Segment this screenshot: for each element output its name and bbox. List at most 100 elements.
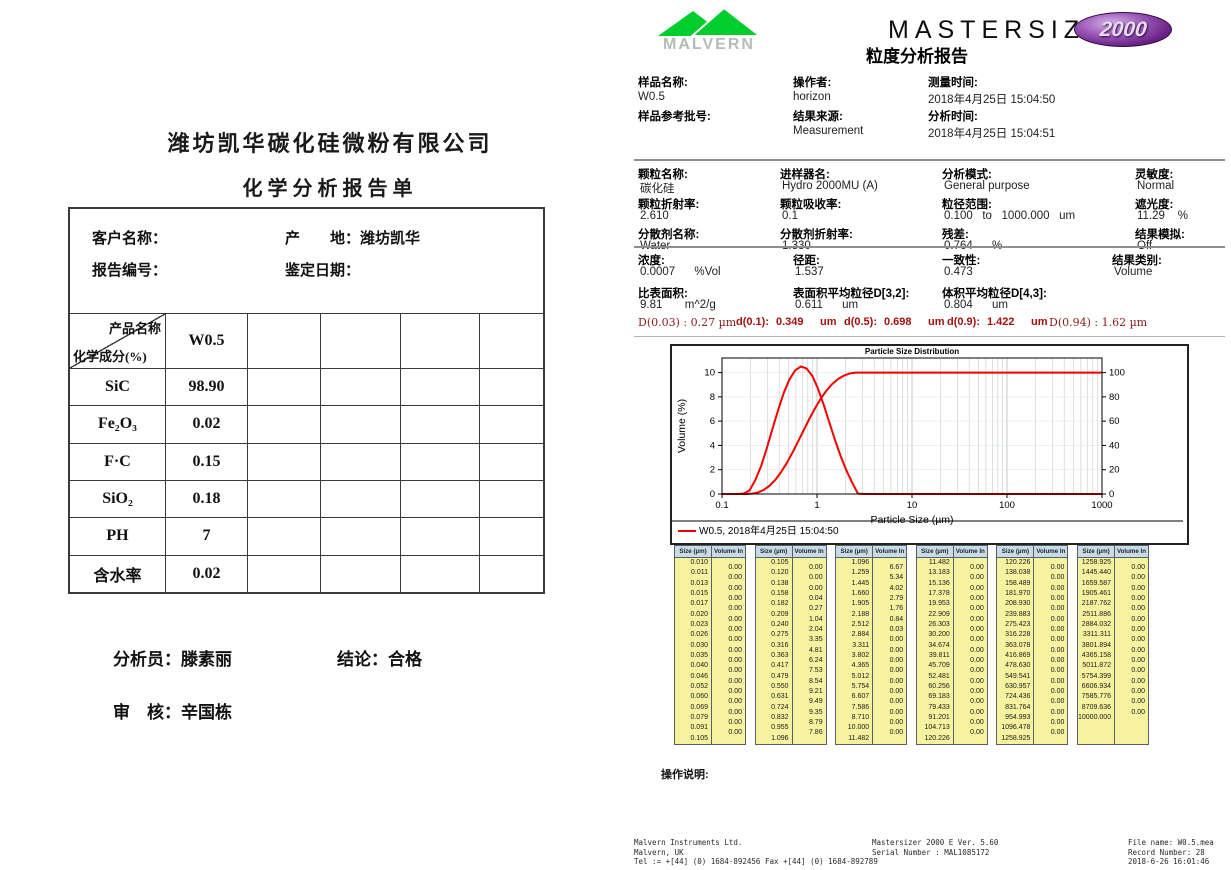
size-value: 0.240 — [771, 620, 789, 628]
footer-left: Malvern Instruments Ltd. Malvern, UK Tel :… — [634, 838, 878, 867]
component-value-cell: 0.02 — [165, 554, 247, 592]
field-label: 进样器名: — [780, 169, 830, 181]
component-name-cell: Fe₂O₃ — [70, 405, 165, 442]
divider-1 — [634, 159, 1225, 161]
volume-value: 0.03 — [889, 625, 904, 633]
size-value: 3.311 — [852, 641, 870, 649]
size-table-body: 1258.925 1445.440 1659.587 1905.461 2187.762… — [1078, 558, 1148, 744]
size-value: 19.953 — [928, 600, 950, 608]
field-label: 体积平均粒径D[4,3]: — [942, 288, 1047, 300]
svg-text:0: 0 — [710, 489, 715, 500]
volume-column: 6.67 5.34 4.02 2.79 1.76 0.84 0.03 0.00 0.00 0.00… — [873, 558, 906, 744]
volume-column: 0.00 0.00 0.00 0.00 0.00 0.00 0.00 0.00 0.00 0.00… — [712, 558, 745, 744]
empty-cell — [479, 405, 543, 443]
volume-value: 0.00 — [728, 636, 742, 644]
size-value: 1.096 — [851, 559, 870, 566]
corner-top-label: 产品名称 — [108, 321, 161, 336]
empty-cell — [320, 442, 400, 480]
d-value-label: d(0.9): — [947, 316, 980, 328]
size-table-header: Size (µm)Volume In % — [997, 546, 1068, 558]
volume-value: 4.02 — [889, 584, 904, 592]
field-label: 结果模拟: — [1135, 229, 1185, 241]
size-value: 6606.934 — [1081, 682, 1111, 690]
empty-cell — [400, 554, 479, 592]
empty-cell — [247, 517, 320, 555]
size-table-body: 120.226 138.038 158.489 181.970 208.930 239.8… — [997, 558, 1067, 744]
size-value: 0.026 — [690, 631, 708, 639]
volume-value: 0.00 — [1050, 656, 1065, 664]
empty-cell — [400, 368, 479, 406]
size-value: 724.436 — [1005, 693, 1031, 701]
size-value: 22.909 — [928, 610, 950, 618]
reviewer-line: 审 核：辛国栋 — [113, 703, 232, 722]
component-value-cell: 0.02 — [165, 405, 247, 443]
volume-value: 0.00 — [1131, 698, 1145, 706]
size-value: 4365.158 — [1081, 651, 1111, 659]
svg-text:1000: 1000 — [1091, 500, 1112, 511]
size-value: 45.709 — [928, 662, 950, 670]
size-value: 0.060 — [690, 693, 708, 701]
volume-value: 0.00 — [889, 656, 904, 664]
size-value: 1445.440 — [1081, 569, 1111, 577]
size-value: 208.930 — [1005, 600, 1031, 608]
volume-column: 0.00 0.00 0.00 0.00 0.00 0.00 0.00 0.00 0.00 0.00… — [1115, 558, 1148, 744]
volume-value: 0.00 — [1050, 636, 1065, 644]
size-value: 2884.032 — [1081, 620, 1111, 628]
size-value: 0.550 — [771, 682, 789, 690]
size-value: 275.423 — [1005, 620, 1031, 628]
size-value: 2187.762 — [1081, 600, 1111, 608]
field-value: 2.610 — [640, 210, 669, 222]
divider-2 — [634, 246, 1225, 248]
volume-value: 0.00 — [728, 729, 742, 737]
size-value: 0.040 — [690, 662, 708, 670]
volume-value: 0.00 — [1050, 605, 1065, 613]
volume-value: 5.34 — [889, 574, 904, 582]
customer-label: 客户名称： — [92, 231, 168, 247]
volume-header: Volume In % — [1036, 548, 1066, 555]
volume-value: 7.86 — [808, 729, 823, 737]
field-label: 分析时间: — [928, 111, 978, 123]
size-value: 15.136 — [928, 579, 950, 587]
volume-value: 0.00 — [970, 646, 984, 654]
size-value: 7585.776 — [1081, 693, 1111, 701]
field-value: 0.0007 %Vol — [640, 266, 721, 278]
field-value: 0.473 — [944, 266, 973, 278]
size-value: 0.035 — [690, 651, 708, 659]
volume-value: 0.00 — [970, 625, 984, 633]
field-label: 灵敏度: — [1135, 169, 1174, 181]
d-value-number: 0.349 — [776, 316, 804, 328]
field-value: W0.5 — [638, 91, 665, 103]
volume-value: 0.00 — [1131, 594, 1145, 602]
volume-value: 0.00 — [970, 677, 984, 685]
y-axis-label: Volume (%) — [676, 399, 688, 453]
size-value: 630.957 — [1005, 682, 1031, 690]
size-value: 0.955 — [771, 724, 789, 732]
psd-chart: 0.1 1 10 100 1000 0 2 4 6 8 10 0 20 40 60 80 100 Particle… — [670, 344, 1189, 545]
field-label: 遮光度: — [1135, 199, 1174, 211]
chart-title: Particle Size Distribution — [865, 347, 959, 356]
size-table-header: Size (µm)Volume In % — [916, 546, 987, 558]
psd-chart-svg: 0.1 1 10 100 10000246810020406080100Particle… — [672, 347, 1183, 537]
volume-value: 0.00 — [1050, 564, 1065, 571]
legend-text: W0.5, 2018年4月25日 15:04:50 — [699, 524, 839, 537]
volume-value: 2.04 — [808, 625, 823, 633]
size-value: 0.631 — [771, 693, 789, 701]
size-value: 416.869 — [1005, 651, 1031, 659]
empty-cell — [479, 442, 543, 480]
d-value-plain: D(0.94) : 1.62 µm — [1049, 316, 1148, 329]
size-table: Size (µm)Volume In %1.0961.2591.4451.660… — [835, 545, 908, 745]
size-column: 1258.925 1445.440 1659.587 1905.461 2187.762… — [1078, 558, 1115, 744]
size-value: 8709.636 — [1081, 703, 1111, 711]
size-value: 91.201 — [928, 713, 950, 721]
size-table-body: 1.096 1.259 1.445 1.660 1.905 2.188 2.512 2.884… — [836, 558, 906, 744]
volume-value: 2.79 — [889, 594, 904, 602]
volume-value: 0.00 — [1050, 574, 1065, 582]
empty-cell — [247, 479, 320, 518]
chemical-table: 客户名称： 产 地：潍坊凯华 报告编号： 鉴定日期： 产品名称 化学成分(%) W0… — [68, 207, 545, 594]
size-table: Size (µm)Volume In %0.1050.1200.1380.158… — [754, 545, 827, 745]
empty-cell — [479, 554, 543, 592]
volume-value: 0.00 — [1050, 615, 1065, 623]
size-value: 10.000 — [847, 724, 870, 732]
volume-value: 1.76 — [889, 605, 904, 613]
size-value: 0.023 — [690, 620, 708, 628]
